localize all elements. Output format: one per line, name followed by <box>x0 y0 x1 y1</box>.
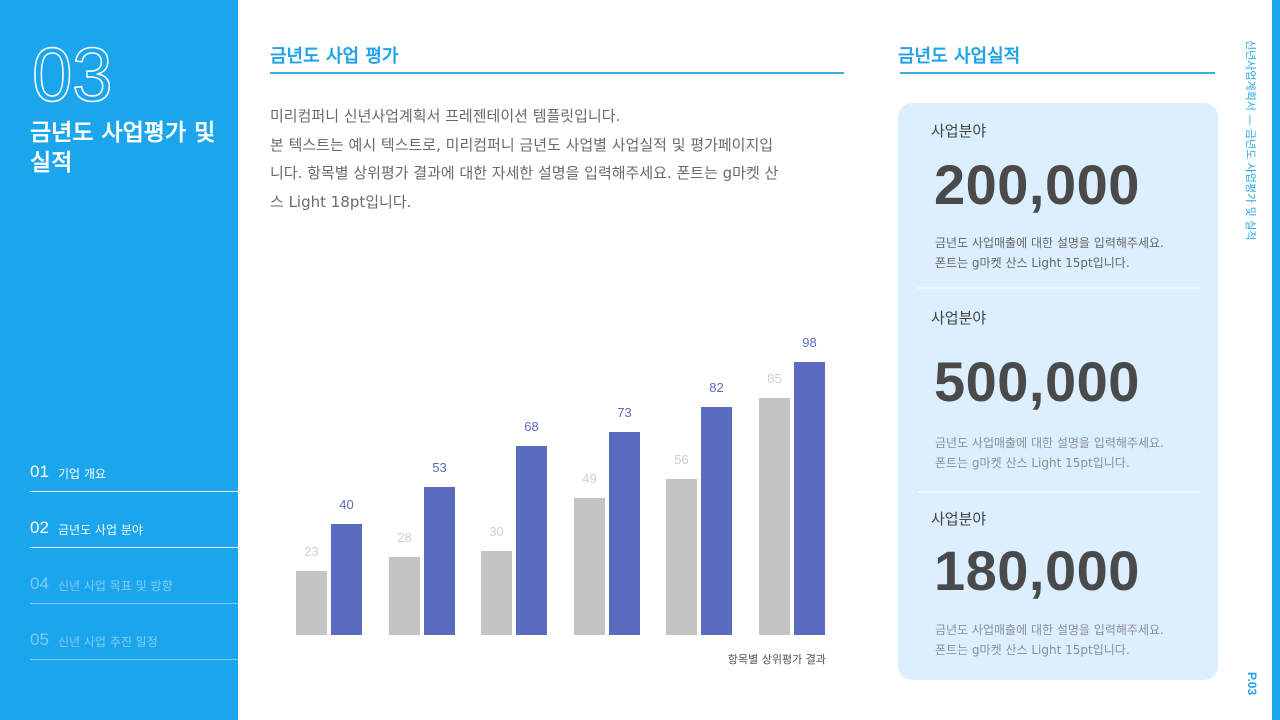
nav-number: 05 <box>30 630 49 649</box>
evaluation-heading: 금년도 사업 평가 <box>270 46 399 67</box>
kpi-description: 금년도 사업매출에 대한 설명을 입력해주세요. 폰트는 g마켓 산스 Ligh… <box>935 620 1215 660</box>
performance-heading: 금년도 사업실적 <box>898 46 1021 67</box>
performance-heading-underline <box>900 72 1215 74</box>
bar-gray <box>666 479 697 635</box>
body-line: 스 Light 18pt입니다. <box>270 192 412 211</box>
kpi-desc-line: 금년도 사업매출에 대한 설명을 입력해주세요. <box>935 236 1164 250</box>
evaluation-bar-chart: 항목별 상위평가 결과 23 40 28 53 30 68 49 73 56 82 85 98 <box>280 320 840 680</box>
nav-label: 기업 개요 <box>58 467 106 481</box>
bar-blue <box>701 407 732 635</box>
kpi-desc-line: 금년도 사업매출에 대한 설명을 입력해주세요. <box>935 436 1164 450</box>
body-line: 본 텍스트는 예시 텍스트로, 미리컴퍼니 금년도 사업별 사업실적 및 평가페… <box>270 135 774 154</box>
bar-blue <box>609 432 640 635</box>
bar-gray <box>296 571 327 635</box>
kpi-value: 200,000 <box>934 153 1140 216</box>
section-nav: 01 기업 개요 02 금년도 사업 분야 04 신년 사업 목표 및 방향 0… <box>30 462 238 660</box>
bar-value-label: 40 <box>339 497 354 512</box>
kpi-value: 500,000 <box>934 350 1140 413</box>
bar-gray <box>759 398 790 635</box>
bar-value-label: 23 <box>304 544 319 559</box>
bar-value-label: 53 <box>432 460 447 475</box>
body-line: 미리컴퍼니 신년사업계획서 프레젠테이션 템플릿입니다. <box>270 107 621 125</box>
bar-value-label: 56 <box>674 452 689 467</box>
bar-blue <box>331 524 362 635</box>
nav-item-04[interactable]: 04 신년 사업 목표 및 방향 <box>30 548 238 604</box>
nav-label: 신년 사업 목표 및 방향 <box>58 579 173 593</box>
kpi-description: 금년도 사업매출에 대한 설명을 입력해주세요. 폰트는 g마켓 산스 Ligh… <box>935 433 1215 473</box>
kpi-description: 금년도 사업매출에 대한 설명을 입력해주세요. 폰트는 g마켓 산스 Ligh… <box>935 233 1215 273</box>
bar-blue <box>794 362 825 635</box>
vertical-document-label: 신년사업계획서 — 금년도 사업평가 및 실적 <box>1244 40 1257 241</box>
section-number-text: 03 <box>31 33 113 118</box>
bar-gray <box>481 551 512 635</box>
kpi-label: 사업분야 <box>931 309 987 327</box>
nav-item-05[interactable]: 05 신년 사업 추진 일정 <box>30 604 238 660</box>
kpi-desc-line: 폰트는 g마켓 산스 Light 15pt입니다. <box>935 456 1130 470</box>
chart-caption: 항목별 상위평가 결과 <box>727 653 826 666</box>
kpi-divider <box>918 491 1200 493</box>
bar-value-label: 73 <box>617 405 632 420</box>
nav-number: 01 <box>30 462 49 481</box>
bar-value-label: 85 <box>767 371 782 386</box>
nav-label: 금년도 사업 분야 <box>58 523 143 537</box>
section-title: 금년도 사업평가 및 실적 <box>30 120 216 176</box>
section-number: 03 <box>30 33 115 118</box>
nav-item-02[interactable]: 02 금년도 사업 분야 <box>30 492 238 548</box>
kpi-desc-line: 폰트는 g마켓 산스 Light 15pt입니다. <box>935 643 1130 657</box>
kpi-label: 사업분야 <box>931 510 987 528</box>
bar-blue <box>424 487 455 635</box>
bar-value-label: 98 <box>802 335 817 350</box>
bar-value-label: 68 <box>524 419 539 434</box>
bar-value-label: 28 <box>397 530 412 545</box>
nav-item-01[interactable]: 01 기업 개요 <box>30 462 238 492</box>
bar-value-label: 82 <box>709 380 724 395</box>
kpi-value: 180,000 <box>934 539 1140 602</box>
page-number: P.03 <box>1245 672 1259 696</box>
nav-label: 신년 사업 추진 일정 <box>58 635 158 649</box>
bar-value-label: 49 <box>582 471 597 486</box>
evaluation-heading-underline <box>270 72 844 74</box>
kpi-divider <box>918 287 1200 289</box>
kpi-label: 사업분야 <box>931 122 987 140</box>
kpi-desc-line: 금년도 사업매출에 대한 설명을 입력해주세요. <box>935 623 1164 637</box>
performance-card: 사업분야 200,000 금년도 사업매출에 대한 설명을 입력해주세요. 폰트… <box>898 103 1218 680</box>
nav-number: 02 <box>30 518 49 537</box>
right-accent-strip <box>1272 0 1280 720</box>
bar-gray <box>574 498 605 635</box>
evaluation-body: 미리컴퍼니 신년사업계획서 프레젠테이션 템플릿입니다. 본 텍스트는 예시 텍… <box>270 102 850 216</box>
body-line: 니다. 항목별 상위평가 결과에 대한 자세한 설명을 입력해주세요. 폰트는 … <box>270 164 779 182</box>
bar-gray <box>389 557 420 635</box>
sidebar: 03 금년도 사업평가 및 실적 01 기업 개요 02 금년도 사업 분야 0… <box>0 0 238 720</box>
kpi-desc-line: 폰트는 g마켓 산스 Light 15pt입니다. <box>935 256 1130 270</box>
nav-number: 04 <box>30 574 49 593</box>
bar-blue <box>516 446 547 635</box>
bar-value-label: 30 <box>489 524 504 539</box>
